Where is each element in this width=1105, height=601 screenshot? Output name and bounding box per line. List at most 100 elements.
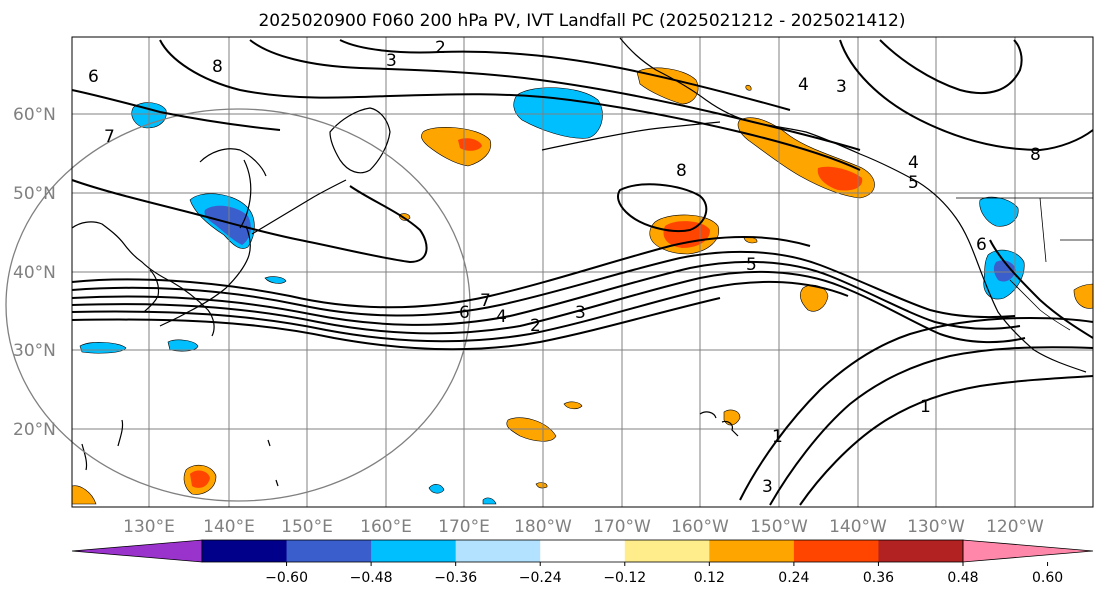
lat-label: 60°N [13, 105, 56, 125]
lon-label: 170°W [593, 517, 651, 537]
pv-contour [879, 39, 1023, 95]
pv-contour [769, 346, 1094, 506]
pv-contour [71, 280, 849, 343]
contour-label: 7 [480, 291, 491, 311]
positive-anomaly-region [563, 401, 583, 410]
contour-label: 6 [88, 67, 99, 87]
pv-contour [71, 270, 1026, 344]
positive-anomaly-region [398, 213, 411, 221]
longitude-labels: 130°E 140°E 150°E 160°E 170°E 180°W 170°… [123, 517, 1044, 537]
lon-label: 140°E [203, 517, 255, 537]
contour-label: 8 [1030, 145, 1041, 165]
negative-anomaly-region [482, 497, 497, 505]
colorbar-segment [793, 540, 879, 562]
coastline-alaska [619, 37, 1087, 373]
coastline-sakhalin [239, 159, 252, 229]
lat-label: 20°N [13, 420, 56, 440]
contour-label: 6 [459, 303, 470, 323]
lon-label: 160°E [360, 517, 412, 537]
lon-label: 150°W [750, 517, 808, 537]
border-canada-us [956, 197, 1093, 331]
latitude-labels: 60°N 50°N 40°N 30°N 20°N [13, 105, 56, 440]
colorbar-segment [540, 540, 626, 562]
lon-label: 140°W [829, 517, 887, 537]
positive-anomaly-region [636, 67, 699, 105]
colorbar-tick-label: −0.48 [350, 570, 393, 586]
lon-label: 170°E [438, 517, 490, 537]
coastline-okhotsk [199, 148, 267, 177]
colorbar-tick-label: −0.12 [603, 570, 646, 586]
contour-label: 1 [772, 427, 783, 447]
positive-anomaly-core [817, 166, 863, 191]
pv-contour [71, 250, 1016, 319]
contour-label: 8 [676, 161, 687, 181]
negative-anomaly-core [993, 260, 1016, 282]
contour-label: 3 [386, 51, 397, 71]
pv-contour [339, 39, 791, 111]
map-panel: 2 3 8 6 7 4 3 8 5 7 6 4 2 3 5 1 1 3 8 4 … [5, 36, 1094, 508]
positive-anomaly-region [745, 84, 752, 91]
positive-anomaly-region [535, 482, 548, 489]
lon-label: 160°W [671, 517, 729, 537]
colorbar-segment [286, 540, 372, 562]
coastline-pacific-islands [81, 419, 279, 487]
colorbar-tick-label: 0.36 [863, 570, 894, 586]
colorbar-tick-label: −0.60 [265, 570, 308, 586]
contour-label: 3 [762, 477, 773, 497]
colorbar-tick-label: 0.48 [947, 570, 978, 586]
lat-label: 30°N [13, 341, 56, 361]
positive-anomaly-region [421, 127, 492, 167]
colorbar-segment [624, 540, 710, 562]
negative-anomaly-core [204, 205, 251, 245]
contour-label: 4 [908, 153, 919, 173]
positive-anomaly-region [71, 485, 97, 505]
contour-label: 6 [976, 235, 987, 255]
contour-label: 2 [530, 316, 541, 336]
contour-label: 3 [836, 77, 847, 97]
pv-contour [739, 316, 1094, 501]
coastline-aleutians [541, 121, 721, 151]
pv-contour [799, 375, 1094, 506]
contour-label: 5 [908, 173, 919, 193]
pv-contour [71, 260, 1021, 330]
contour-label: 4 [496, 307, 507, 327]
coastline-japan [159, 225, 251, 327]
contour-labels: 2 3 8 6 7 4 3 8 5 7 6 4 2 3 5 1 1 3 8 4 … [88, 38, 1041, 497]
lon-label: 130°E [123, 517, 175, 537]
contour-label: 5 [746, 255, 757, 275]
pv-contour [839, 39, 1094, 152]
pv-contour [249, 39, 861, 151]
pv-contour [159, 39, 861, 171]
contour-label: 8 [212, 57, 223, 77]
coastline-korea [143, 269, 160, 313]
colorbar: −0.60 −0.48 −0.36 −0.24 −0.12 0.12 0.24 0.36 0.4… [71, 539, 1094, 586]
colorbar-segment [202, 540, 288, 562]
figure-title: 2025020900 F060 200 hPa PV, IVT Landfall… [258, 11, 905, 31]
colorbar-segment [455, 540, 541, 562]
lat-label: 50°N [13, 184, 56, 204]
pv-contours [71, 39, 1094, 506]
colorbar-segment [878, 540, 964, 562]
colorbar-segment [371, 540, 457, 562]
lon-label: 130°W [907, 517, 965, 537]
contour-label: 1 [920, 397, 931, 417]
negative-anomaly-region [264, 276, 287, 284]
lon-label: 150°E [281, 517, 333, 537]
landfall-region-circle [5, 108, 471, 502]
map-frame [71, 36, 1094, 508]
lon-label: 180°W [514, 517, 572, 537]
pv-contour [71, 236, 811, 309]
lat-label: 40°N [13, 263, 56, 283]
contour-label: 3 [575, 303, 586, 323]
contour-label: 2 [435, 38, 446, 58]
pv-contour [71, 89, 281, 131]
pv-contour [989, 239, 1094, 339]
pv-contour [71, 179, 428, 264]
contour-label: 7 [104, 127, 115, 147]
lon-label: 120°W [986, 517, 1044, 537]
colorbar-extend-low [71, 539, 203, 563]
positive-anomaly-core [190, 470, 210, 488]
coastline-asia [71, 221, 215, 337]
colorbar-tick-label: 0.24 [778, 570, 809, 586]
